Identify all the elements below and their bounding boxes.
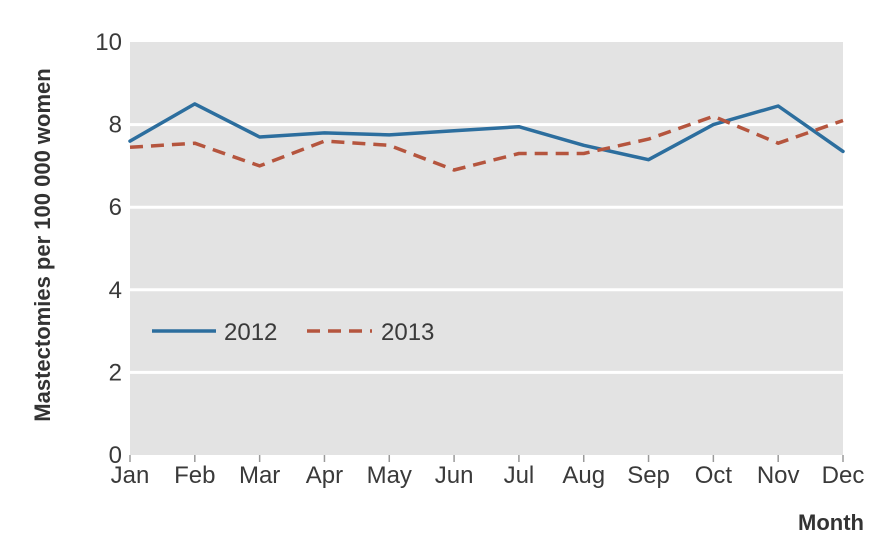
x-tick-label: Apr [306, 462, 343, 489]
gridlines [130, 123, 843, 374]
series-line-2013 [129, 114, 844, 172]
y-axis-title: Mastectomies per 100 000 women [30, 68, 55, 421]
legend: 2012 2013 [152, 319, 434, 346]
x-tick-label: Nov [757, 462, 800, 489]
x-axis-tick-labels: Jan Feb Mar Apr May Jun Jul Aug Sep Oct Nov Dec [111, 462, 865, 489]
series-lines [128, 102, 845, 172]
y-tick-label: 0 [109, 442, 122, 469]
legend-label-2013: 2013 [381, 319, 434, 346]
legend-label-2012: 2012 [224, 319, 277, 346]
x-tick-label: Jul [504, 462, 535, 489]
x-tick-label: Dec [822, 462, 865, 489]
x-tick-label: Feb [174, 462, 215, 489]
y-axis-tick-labels: 0 2 4 6 8 10 [95, 29, 122, 469]
x-axis-title: Month [798, 510, 864, 535]
x-tick-label: Sep [627, 462, 670, 489]
y-tick-label: 2 [109, 359, 122, 386]
y-tick-label: 10 [95, 29, 122, 56]
x-tick-label: Jun [435, 462, 474, 489]
x-tick-label: Mar [239, 462, 280, 489]
x-tick-label: Jan [111, 462, 150, 489]
y-tick-label: 4 [109, 277, 122, 304]
plot-background [130, 42, 843, 455]
y-tick-label: 6 [109, 194, 122, 221]
y-tick-label: 8 [109, 112, 122, 139]
x-tick-label: Aug [562, 462, 605, 489]
x-tick-label: May [367, 462, 412, 489]
x-tick-label: Oct [695, 462, 733, 489]
x-axis-ticks [129, 455, 844, 462]
